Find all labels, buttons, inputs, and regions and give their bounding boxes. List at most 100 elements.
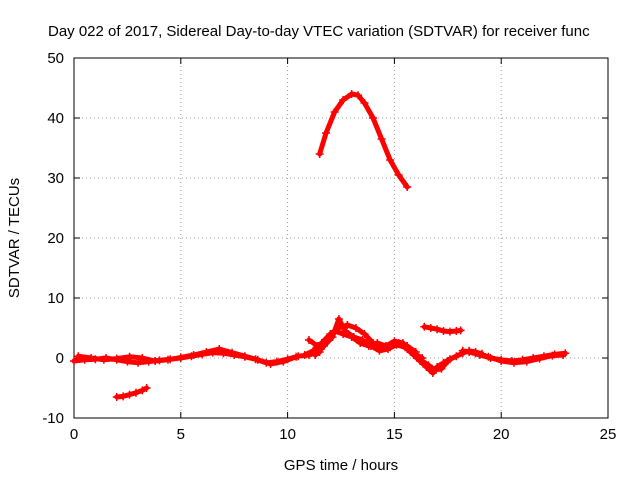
y-tick-label: 50 <box>47 50 64 67</box>
data-point <box>347 90 356 98</box>
series-arc-high <box>315 90 412 191</box>
series-arc-base-2 <box>74 345 301 368</box>
series-layer <box>70 90 570 401</box>
x-tick-label: 0 <box>70 426 78 443</box>
data-point <box>360 99 369 107</box>
x-tick-label: 5 <box>177 426 185 443</box>
data-point <box>471 349 480 358</box>
data-point <box>426 324 435 332</box>
data-point <box>70 357 78 365</box>
data-point <box>430 366 439 374</box>
data-point <box>347 333 356 341</box>
data-point <box>364 342 373 350</box>
data-point <box>369 114 378 122</box>
data-point <box>424 361 433 370</box>
data-point <box>322 129 331 137</box>
data-point <box>240 352 249 361</box>
data-point <box>497 357 506 365</box>
data-point <box>202 348 211 356</box>
data-point <box>215 345 224 353</box>
data-point <box>377 135 386 143</box>
data-point <box>125 390 134 399</box>
data-point <box>292 352 301 361</box>
data-point <box>300 351 309 359</box>
data-point <box>304 336 313 344</box>
data-point <box>339 330 348 338</box>
data-point <box>351 324 360 332</box>
y-axis-label: SDTVAR / TECUs <box>6 178 23 298</box>
data-point <box>339 96 348 104</box>
series-arc-low-1 <box>112 384 151 401</box>
data-point <box>535 354 544 363</box>
series-line <box>413 352 451 373</box>
data-point <box>360 330 369 338</box>
data-point <box>433 325 442 334</box>
data-point <box>253 355 262 364</box>
data-point <box>138 354 147 362</box>
series-arc-peak-3 <box>304 327 407 350</box>
data-point <box>559 351 568 359</box>
data-point <box>330 108 339 116</box>
data-point <box>99 355 108 364</box>
data-point <box>443 357 452 365</box>
data-point <box>334 315 343 323</box>
data-point <box>315 150 324 158</box>
y-tick-labels: -10 0 10 20 30 40 50 <box>42 50 64 427</box>
data-point <box>381 342 390 350</box>
data-point <box>394 171 403 179</box>
data-point <box>386 156 395 164</box>
chart-title: Day 022 of 2017, Sidereal Day-to-day VTE… <box>48 23 590 40</box>
data-point <box>437 364 446 373</box>
data-point <box>330 327 339 335</box>
data-point <box>228 348 237 357</box>
series-line <box>306 328 406 349</box>
data-point <box>322 336 331 344</box>
data-point <box>309 346 318 355</box>
data-point <box>373 339 382 347</box>
y-tick-label: 30 <box>47 170 64 187</box>
data-point <box>112 354 121 363</box>
series-arc-dip-2 <box>411 351 452 374</box>
y-tick-label: 0 <box>56 350 64 367</box>
x-tick-labels: 0 5 10 15 20 25 <box>70 426 617 443</box>
x-tick-label: 20 <box>493 426 510 443</box>
data-point <box>87 354 96 362</box>
data-point <box>411 351 420 359</box>
series-arc-mid-1 <box>420 322 465 336</box>
data-point <box>74 352 83 361</box>
y-tick-label: 10 <box>47 290 64 307</box>
data-point <box>266 360 275 368</box>
data-point <box>138 386 147 395</box>
x-tick-label: 15 <box>386 426 403 443</box>
axis-ticks <box>73 57 609 419</box>
grid <box>74 58 608 418</box>
data-point <box>189 351 198 359</box>
data-point <box>484 352 493 361</box>
data-point <box>279 357 288 366</box>
data-point <box>131 388 140 397</box>
data-point <box>456 326 465 335</box>
data-point <box>548 351 557 360</box>
data-point <box>452 352 461 361</box>
data-point <box>418 357 427 365</box>
y-tick-label: 20 <box>47 230 64 247</box>
data-point <box>134 358 143 367</box>
data-point <box>354 91 363 100</box>
data-point <box>510 358 519 367</box>
data-point <box>313 342 322 350</box>
data-point <box>458 346 467 355</box>
series-line <box>317 91 410 190</box>
x-tick-label: 25 <box>600 426 617 443</box>
y-tick-label: 40 <box>47 110 64 127</box>
data-point <box>176 353 185 362</box>
data-point <box>398 339 407 347</box>
data-point <box>163 355 172 364</box>
data-point <box>311 351 320 359</box>
x-axis-label: GPS time / hours <box>284 457 398 474</box>
series-arc-tail-2 <box>458 346 568 367</box>
x-tick-label: 10 <box>279 426 296 443</box>
data-point <box>403 183 412 191</box>
data-point <box>125 352 134 361</box>
data-point <box>151 357 160 365</box>
data-point <box>420 322 429 331</box>
